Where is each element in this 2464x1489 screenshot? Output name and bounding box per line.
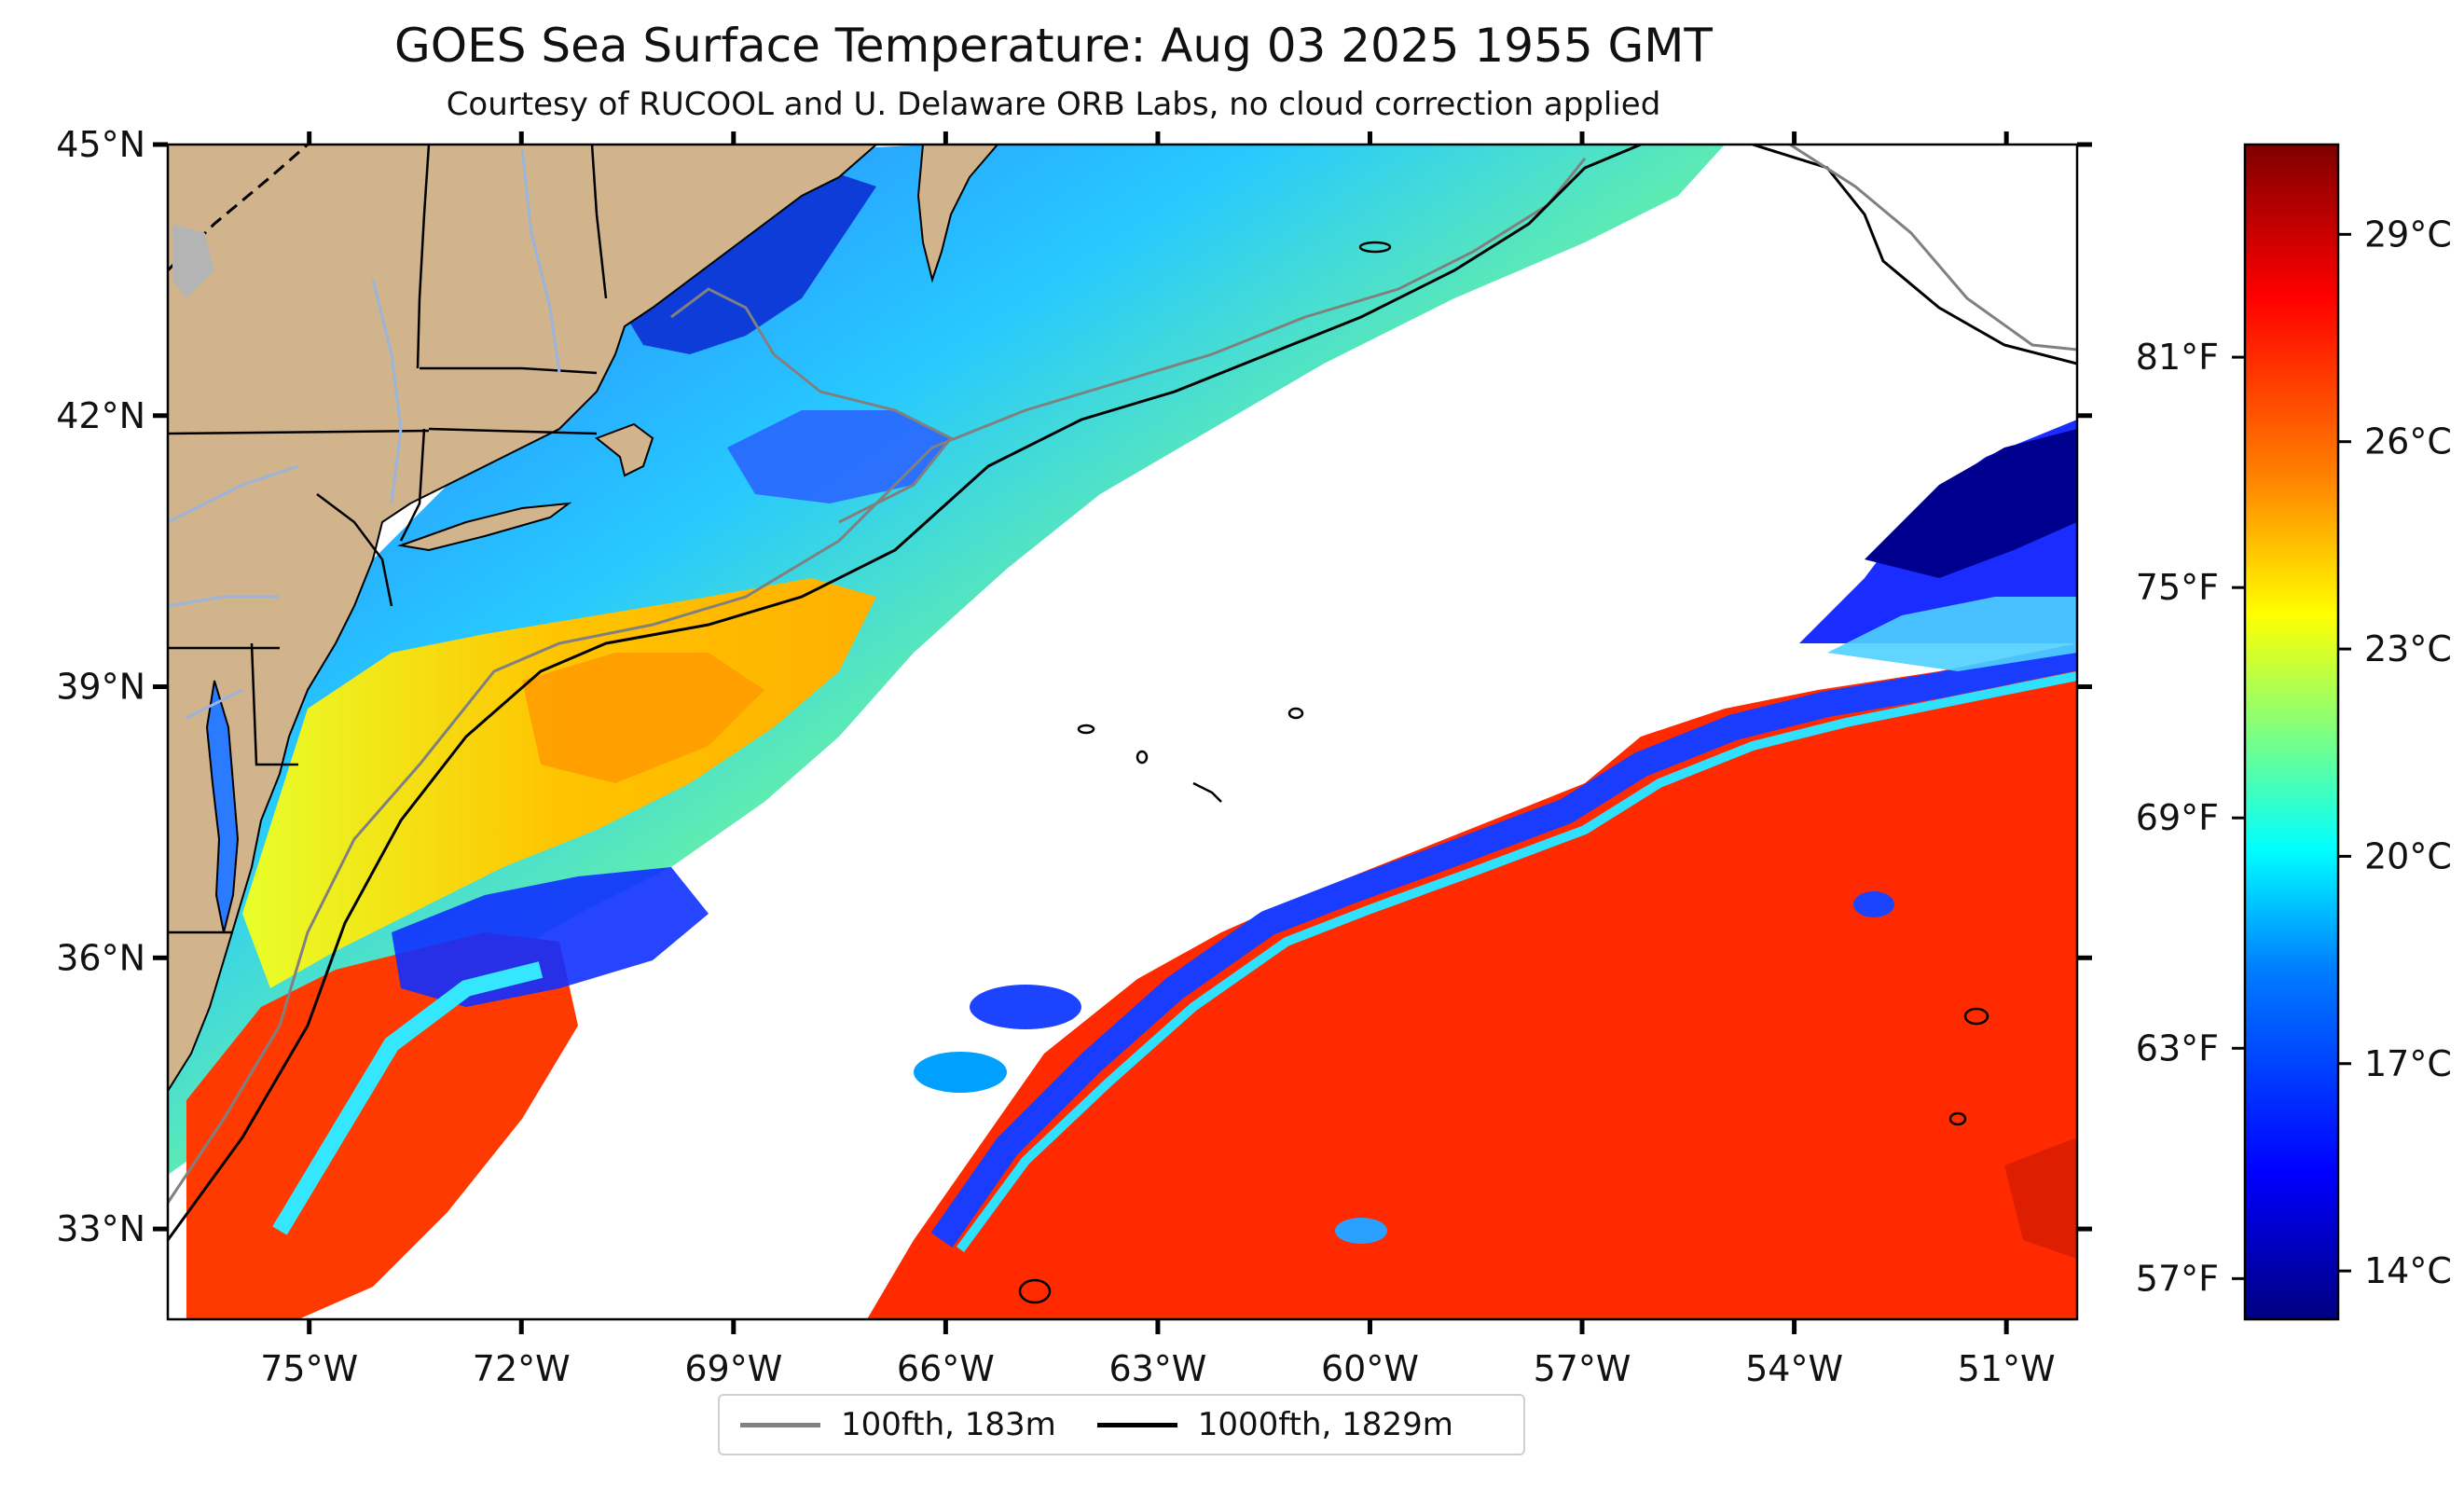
chesapeake-bay [205,680,240,933]
slope-orange-patch [522,653,764,783]
colorbar-c-label-2: 20°C [2364,835,2452,876]
colorbar-c-label-4: 26°C [2364,421,2452,462]
gulf-stream-north-wall [930,644,2077,1248]
eddy-blue-4 [1335,1218,1387,1244]
map-title: GOES Sea Surface Temperature: Aug 03 202… [394,19,1713,73]
lon-tick-label-2: 69°W [684,1348,782,1389]
colorbar-c-label-0: 14°C [2364,1250,2452,1291]
lat-tick-label-0: 45°N [56,124,145,165]
legend-label-1000fth: 1000fth, 1829m [1197,1406,1453,1443]
colorbar-c-label-1: 17°C [2364,1043,2452,1084]
eddy-blue-2 [914,1052,1007,1093]
colorbar-f-label-1: 63°F [2136,1027,2219,1068]
legend-swatch-1000fth [1096,1422,1177,1427]
colorbar-f-label-3: 75°F [2136,567,2219,608]
rivers [168,148,561,720]
state-borders [168,145,608,934]
legend-label-100fth: 100fth, 183m [841,1406,1056,1443]
colorbar-c-label-5: 29°C [2364,214,2452,255]
map-subtitle: Courtesy of RUCOOL and U. Delaware ORB L… [446,86,1661,123]
gulf-stream-warm-water [867,643,2077,1319]
colorbar-c-label-3: 23°C [2364,628,2452,669]
isobath-100fth-gom [670,287,954,524]
lon-tick-label-3: 66°W [897,1348,995,1389]
gulf-stream-fringe-cyan [956,671,2077,1252]
georges-bank-cold-patch [727,410,951,503]
lon-tick-label-6: 57°W [1534,1348,1631,1389]
colorbar-celsius-axis: 14°C 17°C 20°C 23°C 26°C 29°C [2338,214,2452,1291]
hatteras-blue-eddies [392,867,709,1007]
legend-swatch-100fth [740,1422,820,1427]
map-area [168,145,2077,1319]
hatteras-cyan-streak [272,961,544,1235]
isobath-100fth [168,158,1587,1204]
latitude-axis: 45°N 42°N 39°N 36°N 33°N [56,124,2092,1249]
warm-core-patch [2004,1137,2077,1259]
gulf-of-maine-cold-core [615,168,876,354]
legend-item-1000fth: 1000fth, 1829m [1096,1406,1453,1443]
colorbar [2243,143,2340,1321]
lon-tick-label-1: 72°W [473,1348,571,1389]
lon-tick-label-4: 63°W [1108,1348,1206,1389]
lat-tick-label-4: 33°N [56,1208,145,1249]
lake-champlain [172,224,214,298]
northeast-cold-water-deep [1865,429,2077,578]
lon-tick-label-7: 54°W [1745,1348,1843,1389]
isobath-100fth-grand-banks [1789,145,2077,352]
lat-tick-label-1: 42°N [56,395,145,436]
lat-tick-label-3: 36°N [56,937,145,978]
colorbar-f-label-4: 81°F [2136,337,2219,378]
long-island [397,502,572,552]
map-frame [166,143,2079,1321]
lon-tick-label-5: 60°W [1321,1348,1419,1389]
eddy-blue-1 [970,985,1081,1029]
isobath-legend: 100fth, 183m 1000fth, 1829m [718,1394,1525,1455]
lon-tick-label-8: 51°W [1958,1348,2056,1389]
colorbar-f-label-0: 57°F [2136,1258,2219,1299]
longitude-axis: 75°W 72°W 69°W 66°W 63°W 60°W 57°W 54°W 51°W [260,131,2056,1389]
isobath-1000fth [168,145,1642,1241]
lat-tick-label-2: 39°N [56,667,145,708]
legend-item-100fth: 100fth, 183m [740,1406,1056,1443]
eddy-blue-3 [1853,891,1894,917]
lon-tick-label-0: 75°W [260,1348,358,1389]
colorbar-fahrenheit-axis: 57°F 63°F 69°F 75°F 81°F [2136,337,2245,1299]
cape-cod [595,422,654,477]
land-nova-scotia [916,145,999,283]
seamount-contours [1018,241,1989,1304]
land-northeast-us [168,145,878,1093]
northeast-cool-band [1827,597,2077,671]
colorbar-f-label-2: 69°F [2136,797,2219,838]
